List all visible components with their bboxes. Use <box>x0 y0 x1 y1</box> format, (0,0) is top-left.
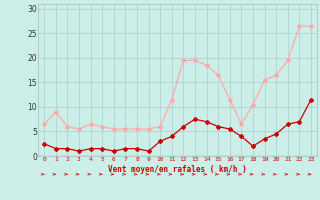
X-axis label: Vent moyen/en rafales ( km/h ): Vent moyen/en rafales ( km/h ) <box>108 165 247 174</box>
